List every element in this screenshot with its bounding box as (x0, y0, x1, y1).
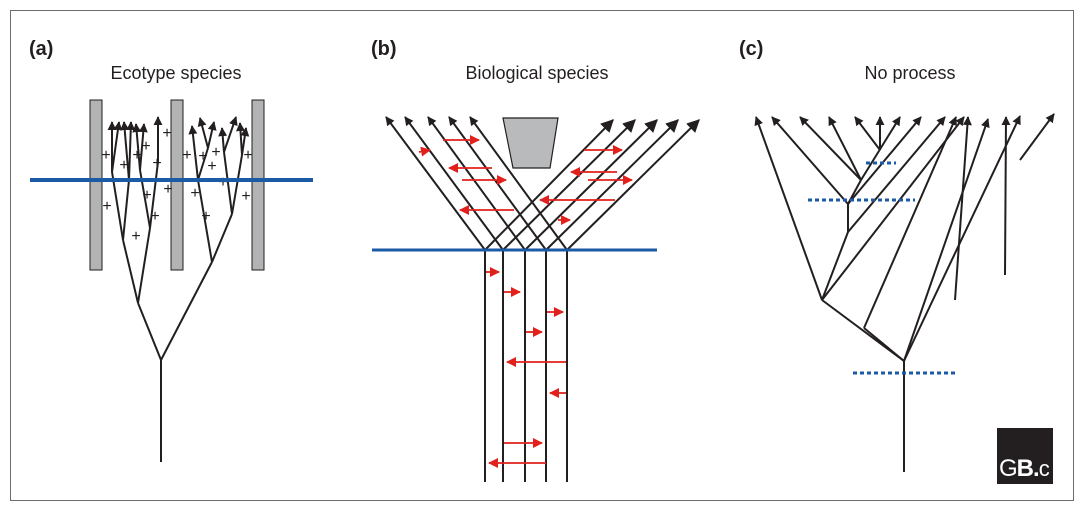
panel-b-diagram (372, 116, 700, 482)
plus-sign: + (241, 188, 250, 205)
plus-sign: + (101, 147, 110, 164)
plus-sign: + (207, 158, 216, 175)
barrier-left (89, 99, 103, 271)
plus-sign: + (218, 174, 227, 191)
plus-sign: + (152, 155, 161, 172)
plus-sign: + (163, 181, 172, 198)
plus-sign: + (201, 208, 210, 225)
panel-c-dotted-lines (808, 161, 955, 375)
plus-sign: + (119, 157, 128, 174)
plus-sign: + (182, 147, 191, 164)
panel-b-stems (484, 250, 568, 482)
logo-letter-b: B (1016, 455, 1034, 482)
plus-sign: + (150, 208, 159, 225)
barrier-right (251, 99, 265, 271)
plus-sign: + (142, 187, 151, 204)
plus-sign: + (211, 144, 220, 161)
logo-dot: . (1033, 455, 1040, 482)
panel-c-tree (754, 113, 1055, 472)
panel-c-diagram (754, 113, 1055, 472)
plus-sign: + (141, 138, 150, 155)
logo-letter-c: c (1038, 456, 1050, 481)
panel-b-label: (b) (371, 38, 397, 60)
barrier-middle (170, 99, 184, 271)
panel-a-tree (107, 116, 250, 462)
panel-c-title: No process (864, 63, 956, 83)
plus-sign: + (190, 185, 199, 202)
plus-sign: + (243, 147, 252, 164)
selection-funnel (502, 117, 559, 169)
panel-a-label: (a) (29, 38, 54, 60)
plus-sign: + (198, 148, 207, 165)
panel-a-diagram: + + + + + + + + + + + + + + + + + + + + (30, 99, 313, 462)
panel-b-title: Biological species (465, 63, 609, 83)
panel-a-plus-signs: + + + + + + + + + + + + + + + + + + + + (101, 125, 252, 245)
panel-b-gene-flow-lower (486, 267, 566, 468)
panel-a-title: Ecotype species (110, 63, 242, 83)
plus-sign: + (131, 228, 140, 245)
panel-c-label: (c) (739, 38, 764, 60)
plus-sign: + (132, 147, 141, 164)
journal-logo: GB.c (997, 428, 1053, 484)
panel-b-gene-flow-upper (418, 135, 633, 225)
logo-letter-g: G (999, 455, 1018, 482)
plus-sign: + (162, 125, 171, 142)
plus-sign: + (102, 198, 111, 215)
